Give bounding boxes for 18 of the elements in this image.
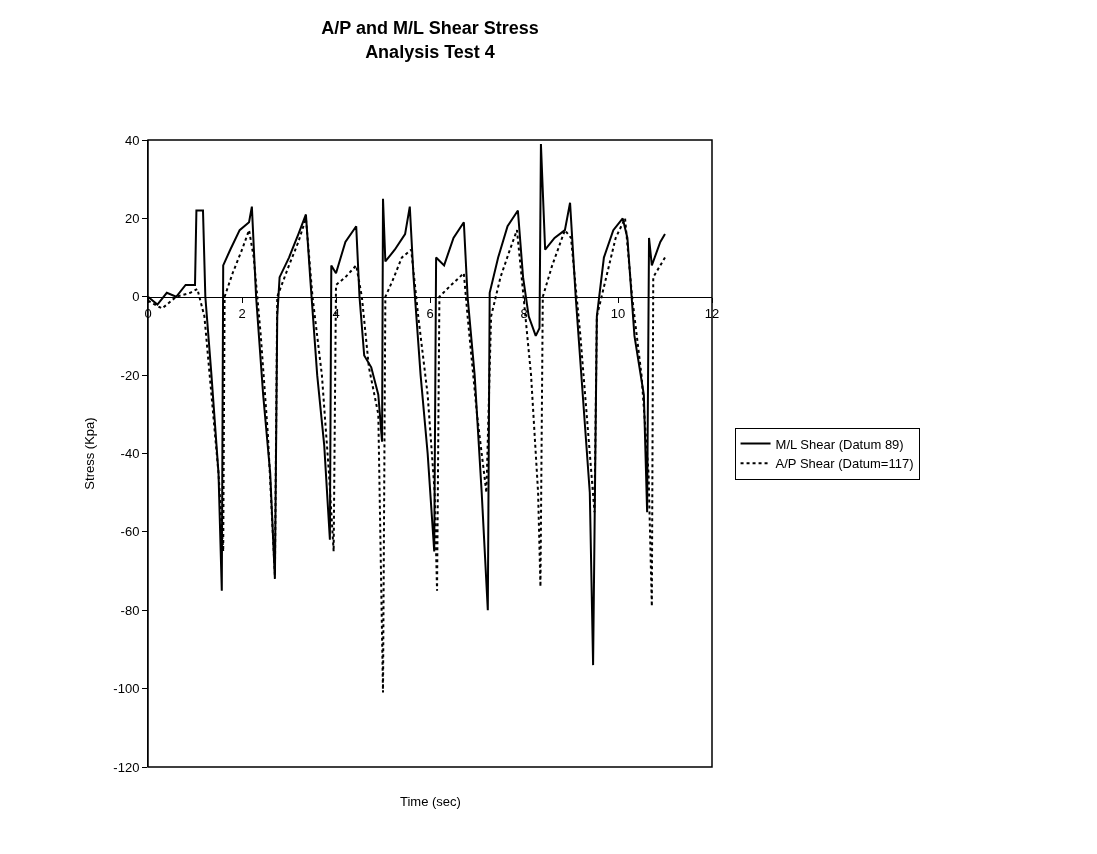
y-tick-label: 40	[124, 132, 140, 148]
chart-title: A/P and M/L Shear Stress Analysis Test 4	[321, 18, 539, 62]
legend-label: A/P Shear (Datum=117)	[775, 456, 914, 472]
x-tick-label: 2	[238, 306, 246, 322]
y-tick-label: -100	[113, 681, 140, 697]
y-tick-label: -80	[120, 602, 140, 618]
y-tick-label: -40	[120, 446, 140, 462]
x-axis-title: Time (sec)	[400, 794, 461, 809]
y-tick-label: -120	[113, 759, 140, 775]
y-tick-label: 0	[132, 289, 140, 305]
legend-label: M/L Shear (Datum 89)	[775, 436, 904, 452]
y-axis-title: Stress (Kpa)	[82, 417, 98, 490]
y-tick-label: 20	[124, 210, 140, 226]
y-tick-label: -20	[120, 367, 140, 383]
y-tick-label: -60	[120, 524, 140, 540]
x-tick-label: 10	[610, 306, 626, 322]
x-tick-label: 6	[426, 306, 434, 322]
x-tick-label: 8	[520, 306, 528, 322]
